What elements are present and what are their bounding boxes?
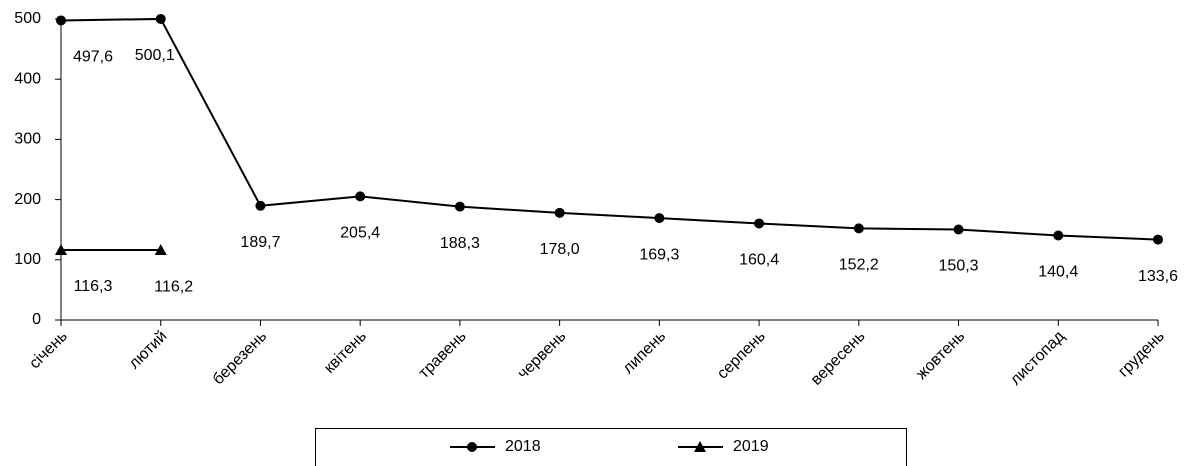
data-label: 133,6: [1138, 268, 1178, 285]
data-label: 205,4: [340, 225, 380, 242]
x-tick-label: квітень: [321, 328, 370, 377]
data-label: 116,3: [74, 278, 113, 295]
y-tick-label: 0: [32, 311, 41, 328]
data-label: 189,7: [240, 234, 280, 251]
data-label: 497,6: [73, 49, 113, 66]
point: [155, 13, 166, 24]
point: [55, 243, 67, 255]
legend-marker: [694, 441, 706, 452]
y-tick-label: 500: [14, 10, 41, 27]
point: [853, 223, 864, 234]
x-tick-label: грудень: [1115, 328, 1168, 381]
point: [554, 207, 565, 218]
point: [355, 191, 366, 202]
point: [1153, 234, 1163, 245]
point: [154, 244, 167, 256]
legend-label: 2018: [505, 438, 541, 455]
data-label: 116,2: [154, 278, 193, 295]
x-tick-label: серпень: [714, 328, 769, 383]
point: [754, 218, 765, 229]
y-tick-label: 300: [14, 131, 41, 148]
series-line: [60, 17, 1159, 241]
point: [654, 213, 665, 224]
legend-box: [315, 428, 907, 466]
data-label: 169,3: [639, 246, 679, 263]
point: [953, 224, 964, 235]
data-label: 160,4: [739, 252, 779, 269]
data-label: 500,1: [135, 47, 175, 64]
data-label: 178,0: [540, 241, 580, 258]
y-tick-label: 100: [14, 251, 41, 268]
x-tick-label: листопад: [1007, 327, 1068, 388]
point: [255, 200, 266, 211]
x-tick-label: травень: [416, 328, 470, 382]
legend-label: 2019: [733, 438, 769, 455]
x-tick-label: жовтень: [913, 328, 968, 383]
data-label: 140,4: [1038, 264, 1078, 281]
point: [454, 201, 465, 212]
y-tick-label: 200: [14, 191, 41, 208]
data-label: 152,2: [839, 257, 879, 274]
x-tick-label: червень: [515, 328, 570, 383]
legend-marker: [467, 442, 477, 452]
x-tick-label: січень: [26, 328, 71, 373]
x-tick-label: лютий: [126, 328, 171, 373]
x-tick-label: липень: [620, 328, 670, 378]
point: [1053, 230, 1064, 241]
x-tick-label: березень: [210, 328, 271, 389]
point: [56, 15, 66, 26]
data-label: 188,3: [440, 235, 480, 252]
data-label: 150,3: [939, 258, 979, 275]
x-tick-label: вересень: [808, 328, 869, 389]
y-tick-label: 400: [14, 70, 41, 87]
